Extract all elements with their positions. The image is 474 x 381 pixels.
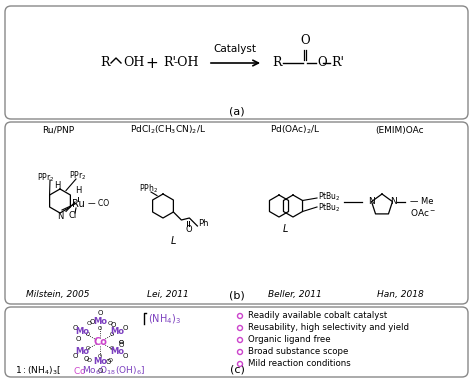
Text: O: O xyxy=(76,336,82,342)
Text: Mo: Mo xyxy=(76,347,90,357)
Text: O: O xyxy=(97,310,103,316)
Text: O: O xyxy=(89,319,95,325)
Text: — Me: — Me xyxy=(410,197,434,206)
Text: PPr$_2$: PPr$_2$ xyxy=(37,172,55,184)
Text: L: L xyxy=(283,224,288,234)
Text: PdCl$_2$(CH$_3$CN)$_2$/L: PdCl$_2$(CH$_3$CN)$_2$/L xyxy=(130,124,206,136)
Text: Cl: Cl xyxy=(69,211,77,221)
Text: L: L xyxy=(170,236,176,246)
Text: H: H xyxy=(75,186,81,195)
Text: $\mathrm{Co}$: $\mathrm{Co}$ xyxy=(73,365,86,376)
FancyBboxPatch shape xyxy=(5,122,468,304)
Text: O: O xyxy=(84,356,90,362)
Text: Ru: Ru xyxy=(72,199,84,209)
FancyBboxPatch shape xyxy=(5,6,468,119)
Text: -OH: -OH xyxy=(174,56,200,69)
Text: $\mathrm{Mo_6O_{18}(OH)_6]}$: $\mathrm{Mo_6O_{18}(OH)_6]}$ xyxy=(82,365,145,377)
Text: Han, 2018: Han, 2018 xyxy=(377,290,423,299)
Text: PPr$_2$: PPr$_2$ xyxy=(69,170,87,182)
Text: Mo: Mo xyxy=(110,328,124,336)
Text: R: R xyxy=(100,56,110,69)
Text: O: O xyxy=(98,325,102,330)
Text: O: O xyxy=(300,34,310,47)
Text: Mo: Mo xyxy=(93,357,107,367)
Text: N: N xyxy=(368,197,375,206)
Text: PtBu$_2$: PtBu$_2$ xyxy=(318,191,341,203)
Text: Catalyst: Catalyst xyxy=(213,44,256,54)
Text: +: + xyxy=(146,56,158,70)
Text: O: O xyxy=(122,354,128,360)
Text: O: O xyxy=(108,358,113,363)
Text: Broad substance scope: Broad substance scope xyxy=(248,347,348,357)
Text: N: N xyxy=(57,212,63,221)
Text: O: O xyxy=(72,354,78,360)
Text: O: O xyxy=(86,333,90,338)
Text: Mild reaction conditions: Mild reaction conditions xyxy=(248,360,351,368)
Text: PtBu$_2$: PtBu$_2$ xyxy=(318,202,341,214)
Text: $1: \mathrm{(NH_4)_3[}$: $1: \mathrm{(NH_4)_3[}$ xyxy=(15,365,61,377)
Text: O: O xyxy=(110,333,114,338)
Text: O: O xyxy=(317,56,327,69)
Text: Lei, 2011: Lei, 2011 xyxy=(147,290,189,299)
Text: O: O xyxy=(87,321,92,326)
Text: (a): (a) xyxy=(229,106,245,116)
Text: Mo: Mo xyxy=(93,317,107,327)
Text: (b): (b) xyxy=(229,291,245,301)
Text: O: O xyxy=(118,339,124,344)
Text: OH: OH xyxy=(123,56,145,69)
Text: R': R' xyxy=(163,56,176,69)
Text: O: O xyxy=(86,346,90,352)
Text: Ru/PNP: Ru/PNP xyxy=(42,125,74,134)
Text: N: N xyxy=(390,197,397,206)
Text: R: R xyxy=(273,56,282,69)
Text: (EMIM)OAc: (EMIM)OAc xyxy=(376,125,424,134)
Text: O: O xyxy=(105,359,111,365)
Text: O: O xyxy=(122,325,128,330)
Text: Mo: Mo xyxy=(76,328,90,336)
Text: (c): (c) xyxy=(229,364,245,374)
FancyBboxPatch shape xyxy=(5,307,468,377)
Text: $(\mathrm{NH_4})_3$: $(\mathrm{NH_4})_3$ xyxy=(148,312,181,326)
Text: O: O xyxy=(97,368,103,374)
Text: Pd(OAc)$_2$/L: Pd(OAc)$_2$/L xyxy=(270,124,320,136)
Text: R': R' xyxy=(331,56,344,69)
Text: O: O xyxy=(72,325,78,330)
Text: OAc$^-$: OAc$^-$ xyxy=(410,208,436,218)
Text: O: O xyxy=(98,354,102,359)
Text: O: O xyxy=(108,321,113,326)
Text: O: O xyxy=(87,358,92,363)
Text: O: O xyxy=(118,339,124,344)
Text: H: H xyxy=(54,181,60,190)
Text: O: O xyxy=(110,346,114,352)
Text: Milstein, 2005: Milstein, 2005 xyxy=(26,290,90,299)
Text: O: O xyxy=(185,226,191,234)
Text: Ph: Ph xyxy=(199,219,209,229)
Text: — CO: — CO xyxy=(88,200,109,208)
Text: Organic ligand free: Organic ligand free xyxy=(248,336,331,344)
Text: Beller, 2011: Beller, 2011 xyxy=(268,290,322,299)
Text: PPh$_2$: PPh$_2$ xyxy=(139,183,158,195)
Text: Readily available cobalt catalyst: Readily available cobalt catalyst xyxy=(248,312,387,320)
Text: Reusability, high selectivity and yield: Reusability, high selectivity and yield xyxy=(248,323,409,333)
Text: Mo: Mo xyxy=(110,347,124,357)
Text: —: — xyxy=(348,197,359,207)
Text: O: O xyxy=(118,342,124,348)
Text: O: O xyxy=(110,322,116,328)
Text: Co: Co xyxy=(93,337,107,347)
